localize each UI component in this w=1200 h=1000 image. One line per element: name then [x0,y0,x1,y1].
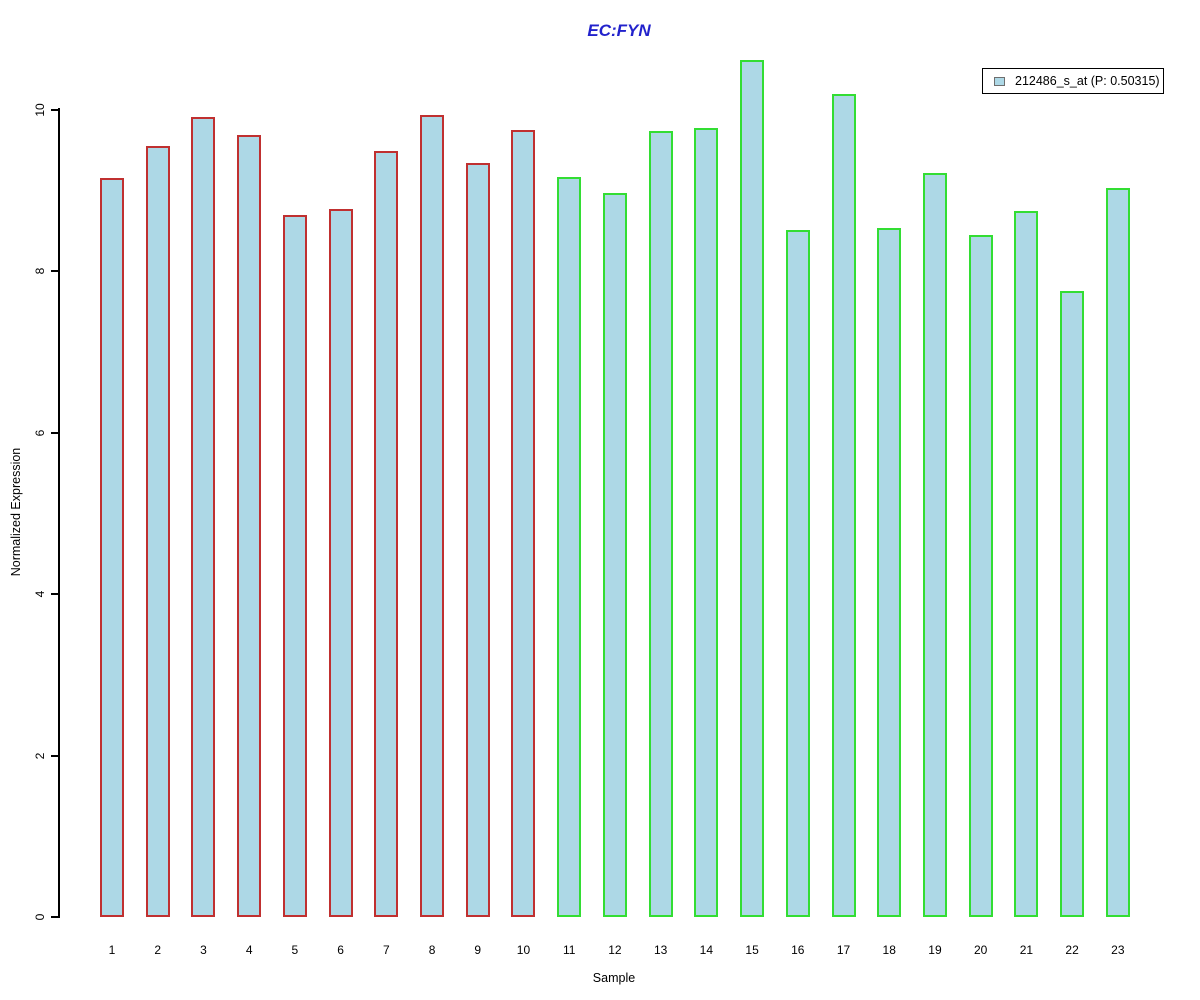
bar-sample-7 [374,150,399,917]
y-tick-label: 2 [33,752,47,759]
y-tick-label: 6 [33,429,47,436]
x-tick-label: 21 [1019,943,1034,957]
y-tick-mark [51,754,59,757]
y-axis-title: Normalized Expression [9,447,23,577]
x-tick-label: 15 [745,943,759,957]
y-tick-mark [51,916,59,918]
y-tick-label: 10 [33,102,47,117]
x-tick-label: 1 [108,943,116,957]
x-tick-label: 19 [928,943,942,957]
bar-sample-19 [922,173,947,917]
x-tick-label: 13 [653,943,668,957]
x-tick-label: 5 [291,943,299,957]
y-axis-line [58,108,60,918]
legend-swatch-icon [994,76,1005,86]
bar-sample-2 [145,145,170,917]
x-tick-label: 7 [382,943,390,957]
bar-sample-8 [420,115,445,917]
bar-sample-13 [648,131,673,917]
bar-sample-14 [694,128,719,917]
y-tick-label: 0 [33,913,47,921]
x-tick-label: 12 [608,943,622,957]
bar-sample-18 [877,228,902,917]
x-tick-label: 4 [245,943,253,957]
x-tick-label: 18 [882,943,896,957]
bar-sample-12 [602,192,627,917]
x-tick-label: 10 [516,943,531,957]
bar-sample-11 [557,177,582,917]
bar-sample-9 [465,162,490,917]
x-axis-title: Sample [592,971,636,985]
x-tick-label: 17 [836,943,851,957]
x-tick-label: 16 [791,943,805,957]
chart-title: EC:FYN [587,21,651,40]
x-tick-label: 8 [428,943,436,957]
bar-sample-22 [1060,291,1085,917]
y-tick-mark [51,593,59,595]
bar-sample-4 [237,135,262,917]
bar-sample-6 [328,208,353,917]
bar-sample-23 [1105,187,1130,917]
bar-sample-20 [968,234,993,917]
bar-sample-3 [191,116,216,917]
bar-sample-16 [785,229,810,917]
bar-sample-17 [831,94,856,917]
y-tick-mark [51,108,59,111]
x-tick-label: 14 [699,943,714,957]
bar-sample-21 [1014,211,1039,917]
bar-sample-15 [740,60,765,917]
bar-sample-1 [100,178,124,917]
x-tick-label: 9 [474,943,482,957]
y-tick-label: 8 [33,267,47,275]
legend: 212486_s_at (P: 0.50315) [982,68,1164,94]
x-tick-label: 22 [1065,943,1079,957]
x-tick-label: 2 [154,943,162,957]
legend-label: 212486_s_at (P: 0.50315) [1015,74,1160,88]
y-tick-mark [51,431,59,434]
y-tick-mark [51,270,59,272]
x-tick-label: 23 [1111,943,1125,957]
y-tick-label: 4 [33,590,47,598]
x-tick-label: 11 [562,943,576,957]
x-tick-label: 20 [973,943,988,957]
bar-sample-10 [511,129,536,917]
x-tick-label: 6 [337,943,344,957]
bar-sample-5 [282,215,307,917]
x-tick-label: 3 [200,943,207,957]
